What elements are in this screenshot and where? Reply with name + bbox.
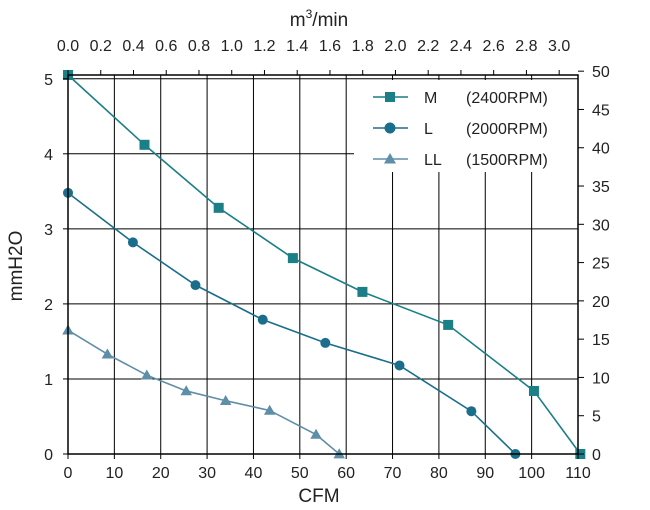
- x-tick-label: 70: [384, 465, 402, 482]
- data-point-square: [213, 202, 224, 213]
- x-tick-label: 80: [430, 465, 448, 482]
- y-tick-label: 1: [44, 372, 53, 389]
- x-tick-label: 60: [337, 465, 355, 482]
- data-point-square: [287, 253, 298, 264]
- data-point-circle: [127, 237, 138, 248]
- right-tick-label: 20: [592, 294, 610, 311]
- top-tick-label: 1.4: [286, 38, 308, 55]
- y-tick-label: 0: [44, 447, 53, 464]
- legend-series-rpm: (2400RPM): [466, 90, 548, 107]
- y-tick-label: 4: [44, 147, 53, 164]
- top-tick-label: 0.8: [188, 38, 210, 55]
- series-line-ll: [67, 329, 340, 455]
- data-point-square: [528, 385, 539, 396]
- right-tick-label: 0: [592, 447, 601, 464]
- legend-series-rpm: (2000RPM): [466, 121, 548, 138]
- top-axis-label: m3/min: [290, 7, 348, 31]
- data-point-circle: [190, 280, 201, 291]
- legend-marker-square: [385, 92, 395, 102]
- top-tick-label: 2.2: [417, 38, 439, 55]
- right-tick-label: 5: [592, 409, 601, 426]
- y-tick-label: 5: [44, 72, 53, 89]
- x-tick-label: 20: [152, 465, 170, 482]
- data-point-triangle: [310, 428, 322, 439]
- data-point-triangle: [263, 404, 276, 415]
- data-point-triangle: [180, 385, 192, 396]
- top-tick-label: 2.4: [450, 38, 472, 55]
- x-tick-label: 0: [64, 465, 73, 482]
- right-tick-label: 30: [592, 217, 610, 234]
- top-tick-label: 0.6: [155, 38, 177, 55]
- x-tick-label: 50: [291, 465, 309, 482]
- right-tick-label: 10: [592, 370, 610, 387]
- top-axis-label-base: m: [290, 10, 306, 31]
- top-tick-label: 2.6: [483, 38, 505, 55]
- right-axis-label: Pa: [645, 250, 650, 274]
- data-point-square: [139, 139, 150, 150]
- x-tick-label: 10: [105, 465, 123, 482]
- legend-marker-triangle: [384, 153, 396, 164]
- y-axis-label: mmH2O: [6, 231, 27, 302]
- legend-series-name: M: [424, 90, 437, 107]
- right-tick-label: 25: [592, 256, 610, 273]
- top-tick-label: 1.6: [319, 38, 341, 55]
- top-tick-label: 0.2: [90, 38, 112, 55]
- right-tick-label: 35: [592, 179, 610, 196]
- top-axis-label-suffix: /min: [312, 10, 348, 31]
- plot-frame: [67, 74, 579, 455]
- x-tick-label: 100: [518, 465, 545, 482]
- legend-series-name: LL: [424, 152, 442, 169]
- data-point-circle: [466, 406, 477, 417]
- x-tick-label: 30: [198, 465, 216, 482]
- x-axis-label: CFM: [298, 486, 339, 507]
- legend-series-rpm: (1500RPM): [466, 152, 548, 169]
- top-axis-label-superscript: 3: [306, 7, 313, 21]
- right-tick-label: 40: [592, 141, 610, 158]
- legend-series-name: L: [424, 121, 433, 138]
- x-tick-label: 110: [565, 465, 591, 482]
- data-point-triangle: [219, 394, 232, 406]
- top-tick-label: 2.8: [515, 38, 537, 55]
- top-tick-label: 1.8: [352, 38, 374, 55]
- top-tick-label: 0.4: [122, 38, 144, 55]
- top-tick-label: 1.0: [221, 38, 243, 55]
- series-line-m: [67, 74, 581, 455]
- top-tick-label: 2.0: [384, 38, 406, 55]
- top-tick-label: 0.0: [57, 38, 79, 55]
- data-point-triangle: [101, 348, 114, 359]
- data-point-circle: [257, 314, 268, 325]
- data-point-triangle: [141, 369, 153, 380]
- y-tick-label: 3: [44, 222, 53, 239]
- data-point-circle: [320, 337, 331, 348]
- legend-marker-circle: [384, 122, 396, 134]
- series-line-l: [67, 192, 516, 455]
- data-point-square: [357, 286, 368, 297]
- right-tick-label: 50: [592, 64, 610, 81]
- right-tick-label: 45: [592, 102, 610, 119]
- x-tick-label: 40: [245, 465, 263, 482]
- y-tick-label: 2: [44, 297, 53, 314]
- series-curves: [62, 70, 586, 459]
- data-point-square: [443, 319, 454, 330]
- top-tick-label: 3.0: [548, 38, 570, 55]
- legend: M (2400RPM) L (2000RPM) LL (1500RPM): [373, 90, 548, 169]
- top-tick-label: 1.2: [253, 38, 275, 55]
- x-tick-label: 90: [476, 465, 494, 482]
- data-point-circle: [394, 360, 405, 371]
- right-tick-label: 15: [592, 332, 610, 349]
